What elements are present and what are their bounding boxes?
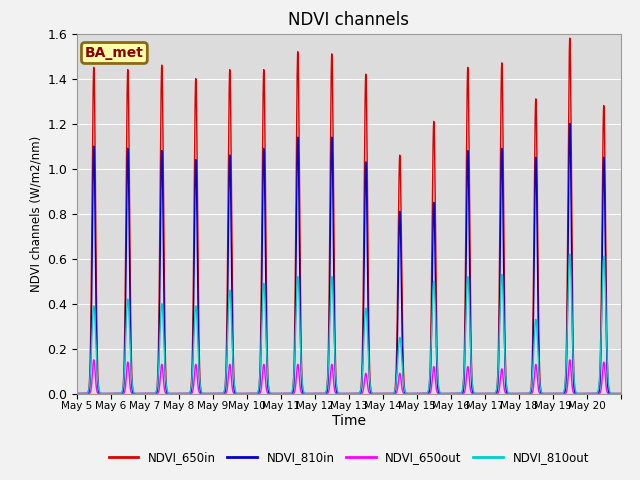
Text: BA_met: BA_met [85,46,144,60]
Title: NDVI channels: NDVI channels [288,11,410,29]
X-axis label: Time: Time [332,414,366,428]
Legend: NDVI_650in, NDVI_810in, NDVI_650out, NDVI_810out: NDVI_650in, NDVI_810in, NDVI_650out, NDV… [104,446,594,469]
Y-axis label: NDVI channels (W/m2/nm): NDVI channels (W/m2/nm) [30,135,43,292]
